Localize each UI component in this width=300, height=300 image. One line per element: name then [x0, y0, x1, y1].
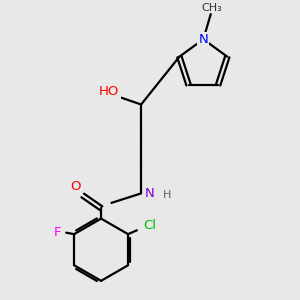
Text: F: F — [54, 226, 62, 239]
Text: N: N — [199, 33, 208, 46]
Text: Cl: Cl — [143, 219, 156, 232]
Text: N: N — [145, 187, 155, 200]
Text: HO: HO — [99, 85, 120, 98]
Text: O: O — [71, 180, 81, 193]
Text: CH₃: CH₃ — [202, 3, 223, 13]
Text: H: H — [163, 190, 171, 200]
